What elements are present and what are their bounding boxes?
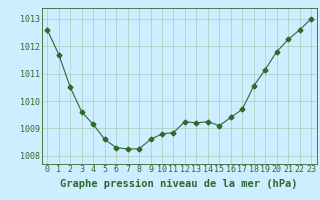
X-axis label: Graphe pression niveau de la mer (hPa): Graphe pression niveau de la mer (hPa) <box>60 179 298 189</box>
